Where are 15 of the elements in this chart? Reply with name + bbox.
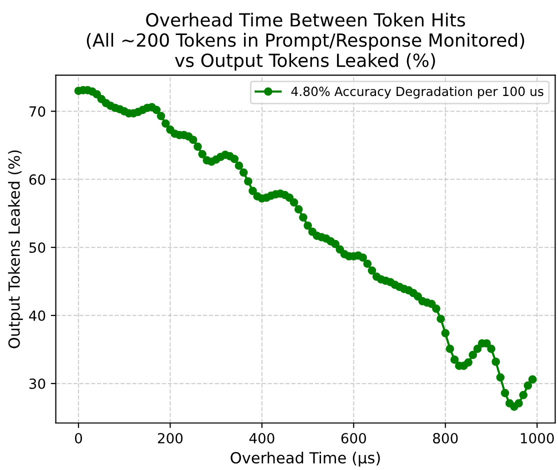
x-tick-label: 1000 [520,432,554,444]
y-tick-label: 50 [29,242,46,253]
x-tick-label: 800 [433,432,458,444]
y-tick-label: 70 [30,106,46,117]
legend-label: 4.80% Accuracy Degradation per 100 us [291,86,544,99]
x-tick-label: 400 [249,432,274,444]
y-tick-label: 40 [29,310,46,321]
x-axis-title: Overhead Time (µs) [230,452,380,467]
x-tick-label: 200 [158,432,183,444]
chart-title: Overhead Time Between Token Hits (All ~200 Tokens in Prompt/Response Monitored) vs Output Tokens Leaked (%) [86,12,524,71]
x-tick-label: 0 [75,432,82,444]
y-axis-title: Output Tokens Leaked (%) [8,150,23,348]
y-tick-label: 60 [29,174,46,185]
x-tick-label: 600 [341,432,366,444]
y-tick-label: 30 [29,378,46,389]
